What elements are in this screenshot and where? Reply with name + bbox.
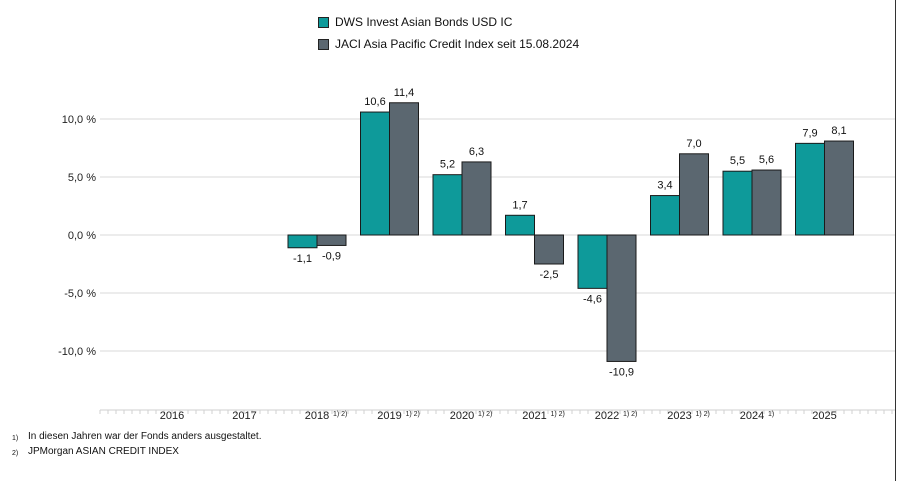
x-tick-label: 2021 <box>522 410 546 422</box>
x-tick-label: 2017 <box>232 410 256 422</box>
x-tick-footnote-mark: 1) 2) <box>406 411 420 418</box>
legend: DWS Invest Asian Bonds USD IC JACI Asia … <box>318 12 579 56</box>
x-tick-label: 2019 <box>377 410 401 422</box>
footnote-2: 2) JPMorgan ASIAN CREDIT INDEX <box>12 445 261 460</box>
x-tick-label: 2022 <box>595 410 619 422</box>
y-tick-label: -10,0 % <box>58 346 96 358</box>
data-label-fund: -1,1 <box>293 253 312 265</box>
legend-label-fund: DWS Invest Asian Bonds USD IC <box>335 15 513 29</box>
data-label-fund: -4,6 <box>583 293 602 305</box>
x-tick-label: 2024 <box>740 410 764 422</box>
bar-fund <box>505 214 535 236</box>
data-label-fund: 3,4 <box>657 180 672 192</box>
footnote-1-mark: 1) <box>12 435 19 442</box>
legend-swatch-index <box>318 38 329 50</box>
legend-item-index: JACI Asia Pacific Credit Index seit 15.0… <box>318 34 579 54</box>
bar-index <box>606 234 637 362</box>
bar-fund <box>795 142 825 236</box>
data-label-index: 7,0 <box>686 138 701 150</box>
bar-index <box>389 102 419 236</box>
y-tick-label: 10,0 % <box>62 114 96 126</box>
y-tick-label: 0,0 % <box>68 230 96 242</box>
data-label-fund: 5,2 <box>440 159 455 171</box>
legend-swatch-fund <box>318 16 329 28</box>
footnotes: 1) In diesen Jahren war der Fonds anders… <box>12 430 261 460</box>
x-tick-label: 2018 <box>305 410 329 422</box>
x-tick-label: 2025 <box>812 410 836 422</box>
x-tick-footnote-mark: 1) 2) <box>551 411 565 418</box>
bar-fund <box>577 234 608 289</box>
y-tick-label: -5,0 % <box>64 288 96 300</box>
bar-index <box>679 153 709 236</box>
bar-fund <box>650 195 680 236</box>
bar-fund <box>360 111 390 236</box>
x-tick-label: 2020 <box>450 410 474 422</box>
frame-border <box>895 0 896 481</box>
legend-item-fund: DWS Invest Asian Bonds USD IC <box>318 12 579 32</box>
data-label-index: -0,9 <box>322 250 341 262</box>
x-tick-footnote-mark: 1) 2) <box>478 411 492 418</box>
data-label-index: 6,3 <box>469 146 484 158</box>
x-tick-label: 2016 <box>160 410 184 422</box>
bar-index <box>461 161 492 236</box>
data-label-index: -2,5 <box>540 269 559 281</box>
bar-fund <box>287 234 318 249</box>
data-label-fund: 5,5 <box>730 155 745 167</box>
x-tick-label: 2023 <box>667 410 691 422</box>
footnote-1: 1) In diesen Jahren war der Fonds anders… <box>12 430 261 445</box>
bar-index <box>824 140 854 236</box>
bar-fund <box>432 174 463 236</box>
bar-index <box>316 234 347 246</box>
y-tick-label: 5,0 % <box>68 172 96 184</box>
x-tick-footnote-mark: 1) 2) <box>623 411 637 418</box>
data-label-index: -10,9 <box>609 366 634 378</box>
bar-fund <box>722 170 753 236</box>
x-tick-footnote-mark: 1) <box>768 411 774 418</box>
data-label-index: 5,6 <box>759 154 774 166</box>
footnote-2-mark: 2) <box>12 450 19 457</box>
data-label-index: 11,4 <box>394 87 415 99</box>
x-tick-footnote-mark: 1) 2) <box>696 411 710 418</box>
bar-index <box>751 169 782 236</box>
bar-index <box>534 234 564 265</box>
data-label-fund: 7,9 <box>802 127 817 139</box>
data-label-fund: 10,6 <box>364 96 385 108</box>
footnote-1-text: In diesen Jahren war der Fonds anders au… <box>28 431 262 442</box>
footnote-2-text: JPMorgan ASIAN CREDIT INDEX <box>28 446 179 457</box>
legend-label-index: JACI Asia Pacific Credit Index seit 15.0… <box>335 37 580 51</box>
data-label-index: 8,1 <box>831 125 846 137</box>
x-tick-footnote-mark: 1) 2) <box>333 411 347 418</box>
data-label-fund: 1,7 <box>512 199 527 211</box>
